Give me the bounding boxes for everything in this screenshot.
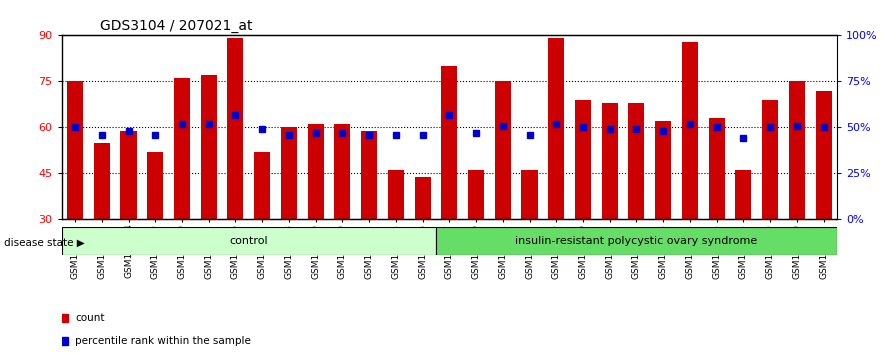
Bar: [174, 78, 190, 219]
Bar: [62, 227, 436, 255]
Bar: [147, 152, 163, 219]
Bar: [816, 91, 832, 219]
Bar: [281, 127, 297, 219]
Bar: [201, 75, 217, 219]
Bar: [602, 103, 618, 219]
Bar: [93, 143, 110, 219]
Text: GDS3104 / 207021_at: GDS3104 / 207021_at: [100, 19, 253, 33]
Bar: [736, 170, 751, 219]
Bar: [307, 124, 323, 219]
Text: count: count: [75, 313, 104, 323]
Bar: [708, 118, 725, 219]
Bar: [121, 131, 137, 219]
Bar: [788, 81, 805, 219]
Bar: [628, 103, 645, 219]
Bar: [655, 121, 671, 219]
Bar: [415, 177, 431, 219]
Text: disease state ▶: disease state ▶: [4, 238, 85, 247]
Bar: [227, 39, 243, 219]
Text: insulin-resistant polycystic ovary syndrome: insulin-resistant polycystic ovary syndr…: [515, 236, 758, 246]
Bar: [575, 100, 591, 219]
Bar: [682, 41, 698, 219]
Bar: [762, 100, 778, 219]
Bar: [441, 66, 457, 219]
Bar: [548, 39, 564, 219]
Bar: [522, 170, 537, 219]
Text: control: control: [229, 236, 268, 246]
Bar: [254, 152, 270, 219]
Bar: [495, 81, 511, 219]
Bar: [468, 170, 484, 219]
Text: percentile rank within the sample: percentile rank within the sample: [75, 336, 251, 346]
Bar: [436, 227, 837, 255]
Bar: [361, 131, 377, 219]
Bar: [67, 81, 83, 219]
Bar: [335, 124, 351, 219]
Bar: [388, 170, 403, 219]
